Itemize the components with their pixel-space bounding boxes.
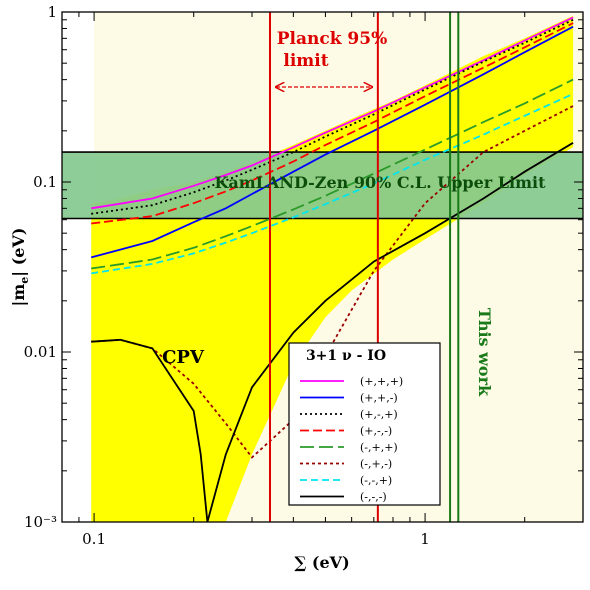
y-tick-label: 1 bbox=[47, 3, 57, 21]
y-tick-label: 0.1 bbox=[33, 173, 57, 191]
legend-label: (-,+,-) bbox=[360, 458, 392, 471]
planck-label: Planck 95% bbox=[277, 29, 387, 49]
y-tick-label: 10⁻³ bbox=[24, 513, 57, 531]
x-axis-title: ∑ (eV) bbox=[294, 553, 349, 572]
series-line-(+,+,+) bbox=[91, 16, 574, 210]
series-line-(-,-,-) bbox=[91, 142, 574, 522]
legend-label: (+,+,+) bbox=[360, 375, 403, 388]
legend-label: (+,-,-) bbox=[360, 425, 392, 438]
axis-ticks: 0.1 1 10⁻³ 0.01 0.1 1 bbox=[24, 3, 584, 548]
y-axis-title-subscript: e bbox=[18, 277, 31, 284]
plot-frame bbox=[61, 11, 584, 523]
cpv-label: CPV bbox=[162, 347, 205, 368]
series-line-(-,+,+) bbox=[91, 78, 574, 270]
allowed-region bbox=[91, 15, 574, 522]
legend-title: 3+1 ν - IO bbox=[306, 348, 386, 364]
y-axis-title: |me| (eV) bbox=[9, 228, 31, 307]
legend-label: (+,-,+) bbox=[360, 408, 398, 421]
planck-limit-label: limit bbox=[283, 51, 328, 71]
legend: 3+1 ν - IO (+,+,+)(+,+,-)(+,-,+)(+,-,-)(… bbox=[288, 342, 441, 506]
series-line-(+,-,-) bbox=[91, 22, 574, 225]
legend-items: (+,+,+) (+,+,-) (+,-,+) (+,-,-) (-,+,+) (-,+,… bbox=[300, 375, 403, 504]
kamland-label: KamLAND-Zen 90% C.L. Upper Limit bbox=[214, 173, 546, 192]
kamland-band bbox=[62, 152, 583, 219]
legend-box bbox=[288, 342, 441, 506]
y-tick-label: 0.01 bbox=[24, 343, 57, 361]
legend-label: (-,-,-) bbox=[360, 491, 387, 504]
legend-label: (+,+,-) bbox=[360, 392, 398, 405]
series-line-(+,-,+) bbox=[91, 18, 574, 215]
this-work-label: This work bbox=[475, 308, 494, 397]
x-tick-label: 0.1 bbox=[82, 530, 106, 548]
x-tick-label: 1 bbox=[420, 530, 430, 548]
legend-label: (-,+,+) bbox=[360, 441, 398, 454]
legend-label: (-,-,+) bbox=[360, 474, 392, 487]
series-line-(+,+,-) bbox=[90, 25, 574, 259]
